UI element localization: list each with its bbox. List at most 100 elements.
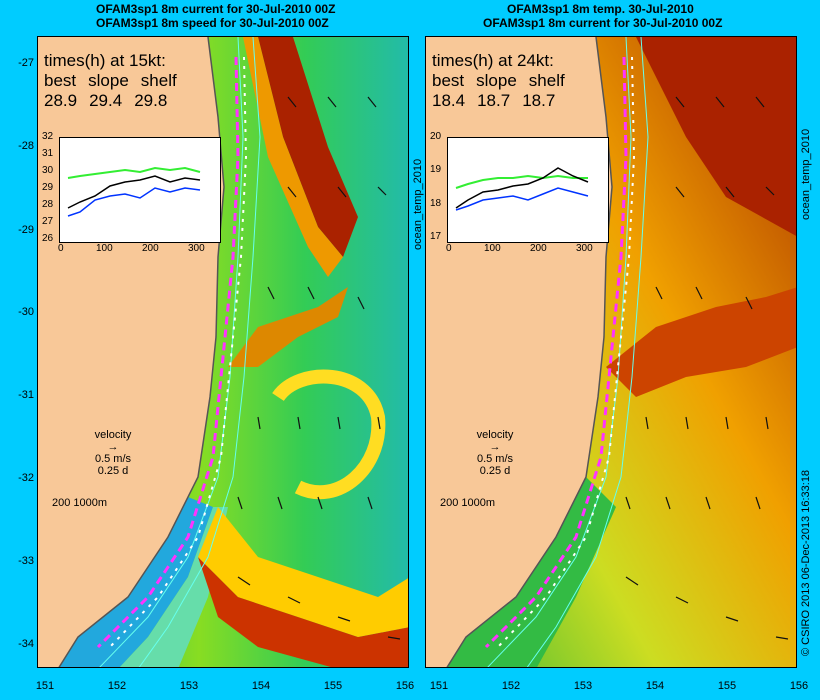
lat-tick: -27	[18, 57, 34, 69]
lat-tick: -30	[18, 306, 34, 318]
right-times-heading: times(h) at 24kt:	[432, 51, 554, 70]
lat-tick: -31	[18, 389, 34, 401]
right-title-2: OFAM3sp1 8m current for 30-Jul-2010 00Z	[483, 16, 723, 30]
jet-core-1	[258, 37, 358, 257]
lon-tick: 155	[323, 680, 343, 692]
left-inset-chart	[59, 137, 221, 243]
lon-tick: 155	[717, 680, 737, 692]
inset-line-green	[455, 174, 588, 189]
right-inset-xtick: 300	[576, 243, 593, 254]
jet-core-3	[198, 557, 408, 667]
depth-contour-1000	[138, 37, 261, 667]
value-shelf: 18.7	[522, 91, 556, 110]
left-title-2: OFAM3sp1 8m speed for 30-Jul-2010 00Z	[96, 16, 329, 30]
right-inset-xtick: 200	[530, 243, 547, 254]
lon-tick: 151	[35, 680, 55, 692]
value-best: 18.4	[432, 91, 466, 110]
slope-zone	[119, 507, 228, 667]
coastline	[58, 37, 225, 667]
right-map-panel: times(h) at 24kt: best slope shelf 18.4 …	[425, 36, 797, 668]
lon-tick: 153	[179, 680, 199, 692]
right-inset-ytick: 20	[430, 131, 442, 142]
right-times-box: times(h) at 24kt: best slope shelf 18.4 …	[432, 51, 565, 111]
value-shelf: 29.8	[134, 91, 168, 110]
left-inset-ytick: 31	[42, 148, 54, 159]
right-times-values: 18.4 18.7 18.7	[432, 91, 565, 111]
lon-tick: 154	[645, 680, 665, 692]
right-title-1: OFAM3sp1 8m temp. 30-Jul-2010	[507, 2, 694, 16]
left-inset-ytick: 30	[42, 165, 54, 176]
left-velocity-legend: velocity → 0.5 m/s 0.25 d	[78, 429, 148, 477]
velocity-arrows	[237, 96, 401, 640]
lat-tick: -28	[18, 140, 34, 152]
left-inset-xtick: 200	[142, 243, 159, 254]
left-times-labels: best slope shelf	[44, 71, 177, 91]
velocity-speed: 0.5 m/s	[476, 453, 514, 465]
lon-tick: 156	[395, 680, 415, 692]
label-slope: slope	[88, 71, 129, 90]
inset-line-black	[67, 175, 201, 209]
lat-tick: -32	[18, 472, 34, 484]
label-shelf: shelf	[528, 71, 565, 90]
right-velocity-legend: velocity → 0.5 m/s 0.25 d	[460, 429, 530, 477]
velocity-arrow-icon: →	[489, 441, 501, 453]
left-inset-ytick: 32	[42, 131, 54, 142]
right-times-labels: best slope shelf	[432, 71, 565, 91]
label-slope: slope	[476, 71, 517, 90]
warm-band	[606, 287, 796, 397]
left-times-heading: times(h) at 15kt:	[44, 51, 166, 70]
left-inset-ytick: 27	[42, 216, 54, 227]
lat-tick: -34	[18, 638, 34, 650]
velocity-speed: 0.5 m/s	[94, 453, 132, 465]
inset-line-blue	[67, 187, 201, 217]
velocity-arrow-icon: →	[107, 441, 119, 453]
lon-tick: 154	[251, 680, 271, 692]
velocity-arrows	[625, 96, 789, 640]
left-inset-ytick: 26	[42, 233, 54, 244]
value-best: 28.9	[44, 91, 78, 110]
credit-label: © CSIRO 2013 06-Dec-2013 16:33:18	[800, 469, 812, 656]
right-inset-ytick: 17	[430, 231, 442, 242]
inset-line-blue	[455, 187, 589, 211]
right-inset-xtick: 0	[446, 243, 452, 254]
left-map-svg	[58, 37, 408, 667]
shelf-zone	[59, 497, 213, 667]
cool-shelf	[447, 477, 616, 667]
lon-tick: 152	[501, 680, 521, 692]
velocity-label: velocity	[94, 429, 132, 441]
left-times-values: 28.9 29.4 29.8	[44, 91, 177, 111]
lat-tick: -29	[18, 224, 34, 236]
left-inset-xtick: 300	[188, 243, 205, 254]
left-side-label: ocean_temp_2010	[412, 158, 424, 250]
ocean-area	[447, 37, 796, 667]
inset-line-green	[67, 166, 201, 179]
left-inset-svg	[67, 166, 201, 217]
right-depth-scale: 200 1000m	[440, 497, 496, 509]
label-shelf: shelf	[140, 71, 177, 90]
value-slope: 29.4	[89, 91, 123, 110]
lat-tick: -33	[18, 555, 34, 567]
lon-tick: 152	[107, 680, 127, 692]
left-depth-scale: 200 1000m	[52, 497, 108, 509]
right-map-svg	[446, 37, 796, 667]
inset-line-black	[455, 167, 589, 209]
left-inset-xtick: 100	[96, 243, 113, 254]
right-inset-ytick: 18	[430, 198, 442, 209]
right-side-label: ocean_temp_2010	[800, 128, 812, 220]
left-map-panel: times(h) at 15kt: best slope shelf 28.9 …	[37, 36, 409, 668]
lon-tick: 153	[573, 680, 593, 692]
left-inset-ytick: 29	[42, 182, 54, 193]
right-inset-svg	[455, 167, 589, 211]
left-title-1: OFAM3sp1 8m current for 30-Jul-2010 00Z	[96, 2, 336, 16]
depth-contour-1000	[526, 37, 649, 667]
warm-core	[636, 37, 796, 236]
right-inset-chart	[447, 137, 609, 243]
lon-tick: 156	[789, 680, 809, 692]
velocity-time: 0.25 d	[97, 465, 129, 477]
value-slope: 18.7	[477, 91, 511, 110]
label-best: best	[44, 71, 77, 90]
jet-core-1-halo	[243, 37, 343, 277]
jet-core-3-halo	[198, 507, 408, 637]
lon-tick: 151	[429, 680, 449, 692]
jet-core-2	[228, 287, 348, 367]
